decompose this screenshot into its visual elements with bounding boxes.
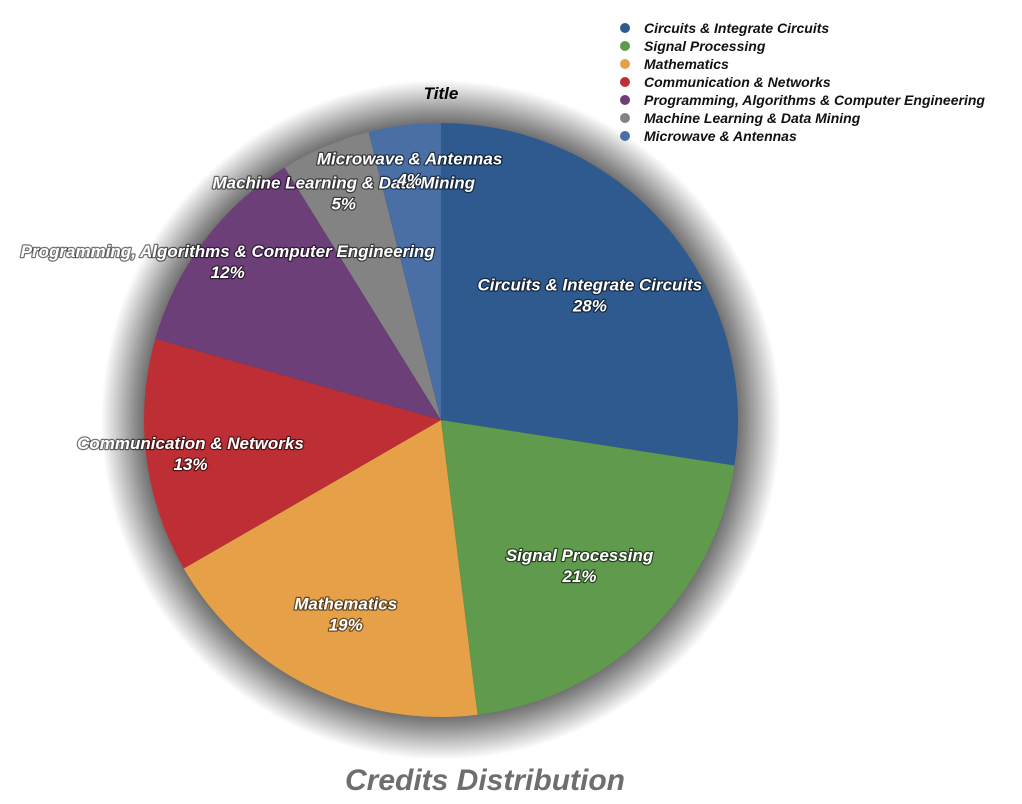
legend-swatch-machine-learning-and-data-mining: [620, 113, 630, 123]
slice-value-circuits-and-integrate-circuits: 28%: [572, 296, 607, 315]
legend-label-mathematics: Mathematics: [644, 56, 729, 72]
pie-slice-programming-algorithms-and-computer-engineering: [155, 167, 442, 420]
slice-label-circuits-and-integrate-circuits: Circuits & Integrate Circuits: [477, 275, 702, 294]
slice-label-machine-learning-and-data-mining: Machine Learning & Data Mining: [212, 173, 475, 192]
legend-label-programming-algorithms-and-computer-engineering: Programming, Algorithms & Computer Engin…: [644, 92, 985, 108]
slice-label-signal-processing: Signal Processing: [506, 546, 654, 565]
pie-slice-circuits-and-integrate-circuits: [441, 123, 738, 466]
legend-swatch-programming-algorithms-and-computer-engineering: [620, 95, 630, 105]
slice-label-communication-and-networks: Communication & Networks: [77, 434, 304, 453]
slice-value-microwave-and-antennas: 4%: [396, 171, 422, 190]
chart-title: Title: [424, 84, 459, 103]
pie-slice-microwave-and-antennas: [368, 123, 441, 420]
slice-value-communication-and-networks: 13%: [173, 455, 207, 474]
legend-swatch-microwave-and-antennas: [620, 131, 630, 141]
chart-caption: Credits Distribution: [345, 764, 625, 797]
pie-slice-mathematics: [183, 420, 478, 717]
pie-slice-labels: Circuits & Integrate Circuits 28% Signal P…: [19, 148, 703, 635]
legend-swatch-signal-processing: [620, 41, 630, 51]
slice-value-signal-processing: 21%: [562, 567, 597, 586]
legend-label-machine-learning-and-data-mining: Machine Learning & Data Mining: [644, 110, 861, 126]
legend-label-signal-processing: Signal Processing: [644, 38, 766, 54]
legend-swatch-mathematics: [620, 59, 630, 69]
legend-swatch-circuits-and-integrate-circuits: [620, 23, 630, 33]
legend-label-microwave-and-antennas: Microwave & Antennas: [644, 128, 797, 144]
slice-value-machine-learning-and-data-mining: 5%: [331, 194, 356, 213]
pie-slice-signal-processing: [441, 420, 735, 715]
pie-slice-communication-and-networks: [144, 338, 442, 569]
legend-label-communication-and-networks: Communication & Networks: [644, 74, 831, 90]
slice-value-mathematics: 19%: [329, 615, 363, 634]
pie-slice-machine-learning-and-data-mining: [284, 131, 441, 420]
slice-label-mathematics: Mathematics: [294, 594, 397, 613]
slice-value-programming-algorithms-and-computer-engineering: 12%: [211, 263, 245, 282]
legend: Circuits & Integrate Circuits Signal Proc…: [620, 20, 985, 144]
slice-label-programming-algorithms-and-computer-engineering: Programming, Algorithms & Computer Engin…: [21, 242, 436, 261]
legend-label-circuits-and-integrate-circuits: Circuits & Integrate Circuits: [644, 20, 829, 36]
slice-label-microwave-and-antennas: Microwave & Antennas: [317, 150, 502, 169]
legend-swatch-communication-and-networks: [620, 77, 630, 87]
pie-slices: [144, 123, 738, 717]
